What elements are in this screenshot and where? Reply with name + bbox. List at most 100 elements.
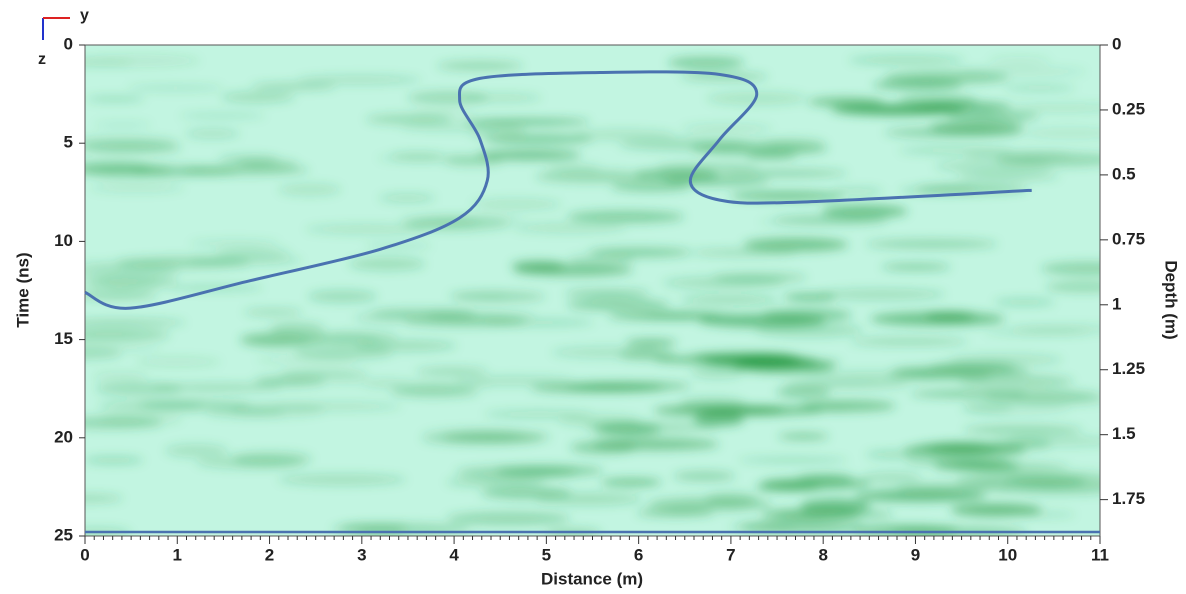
reflection [355, 340, 457, 352]
reflection [881, 263, 951, 271]
reflection [558, 414, 641, 427]
reflection [512, 222, 627, 233]
reflection [690, 249, 797, 256]
reflection [88, 275, 179, 289]
reflection [236, 159, 298, 169]
reflection [410, 218, 479, 230]
reflection [471, 198, 562, 211]
reflection [447, 292, 509, 299]
reflection [667, 56, 745, 69]
reflection [854, 490, 987, 502]
reflection [865, 450, 920, 459]
x-tick-label: 3 [357, 545, 366, 564]
reflection [588, 247, 692, 258]
reflection [85, 329, 171, 341]
reflection [318, 378, 411, 385]
reflection [277, 473, 407, 486]
y2-tick-label: 0.75 [1112, 229, 1145, 248]
reflection [952, 462, 1069, 472]
reflection [189, 239, 280, 248]
reflection [776, 386, 831, 399]
reflection [250, 83, 337, 90]
reflection [625, 339, 677, 347]
reflection [564, 289, 650, 298]
reflection [963, 425, 1083, 435]
reflection [446, 511, 571, 526]
reflection [179, 112, 266, 119]
reflection [85, 344, 163, 352]
y-tick-label: 5 [64, 133, 73, 152]
reflection [800, 400, 896, 412]
reflection [476, 149, 582, 161]
reflection [958, 374, 1074, 389]
reflection [444, 156, 504, 166]
x-tick-label: 4 [449, 545, 459, 564]
reflection [758, 218, 886, 225]
reflection [1007, 435, 1100, 447]
reflection [899, 187, 977, 195]
reflection [852, 525, 958, 536]
y-tick-label: 10 [54, 231, 73, 250]
reflection [886, 371, 992, 381]
reflection [534, 492, 643, 506]
reflection [832, 187, 884, 196]
reflection [278, 183, 342, 196]
reflection [1045, 281, 1100, 292]
reflection [999, 484, 1100, 496]
reflection [464, 118, 590, 125]
reflection [89, 182, 185, 193]
y2-tick-label: 0.5 [1112, 164, 1136, 183]
reflection [692, 352, 796, 361]
reflection [240, 332, 325, 346]
reflection [483, 133, 594, 145]
x-tick-label: 1 [173, 545, 182, 564]
reflection [737, 457, 849, 464]
reflection [256, 355, 358, 365]
x-axis-label: Distance (m) [541, 569, 643, 588]
reflection [572, 129, 676, 141]
reflection [445, 477, 547, 487]
y-tick-label: 25 [54, 525, 73, 544]
reflection [269, 322, 325, 335]
reflection [896, 482, 1012, 493]
reflection [711, 273, 807, 282]
reflection [566, 299, 671, 311]
reflection [728, 523, 798, 530]
reflection [729, 191, 844, 201]
reflection [127, 84, 224, 92]
reflection [680, 72, 769, 81]
reflection [718, 169, 848, 178]
reflection [988, 56, 1051, 66]
reflection [99, 413, 183, 425]
reflection [545, 164, 601, 172]
reflection [85, 95, 145, 103]
y-axis-label: Time (ns) [13, 252, 32, 327]
reflection [760, 477, 871, 490]
reflection [167, 284, 264, 291]
reflection [464, 93, 542, 103]
reflection [950, 503, 1043, 517]
reflection [152, 384, 283, 391]
reflection [229, 402, 326, 417]
reflection [807, 97, 884, 107]
reflection [850, 338, 968, 346]
reflection [570, 440, 637, 455]
reflection [407, 91, 489, 105]
reflection [421, 432, 543, 445]
reflection [836, 510, 894, 518]
x-tick-label: 11 [1091, 545, 1109, 564]
reflection [1002, 103, 1100, 113]
reflection [85, 319, 186, 326]
reflection [339, 523, 408, 532]
reflection [365, 114, 452, 125]
reflection [85, 456, 144, 465]
x-tick-label: 0 [80, 545, 89, 564]
reflection [85, 141, 181, 154]
reflection [91, 371, 148, 382]
reflection [698, 406, 824, 416]
y-tick-label: 0 [64, 34, 73, 53]
reflection [1022, 127, 1100, 139]
reflection [912, 102, 1012, 112]
reflection [215, 248, 291, 258]
